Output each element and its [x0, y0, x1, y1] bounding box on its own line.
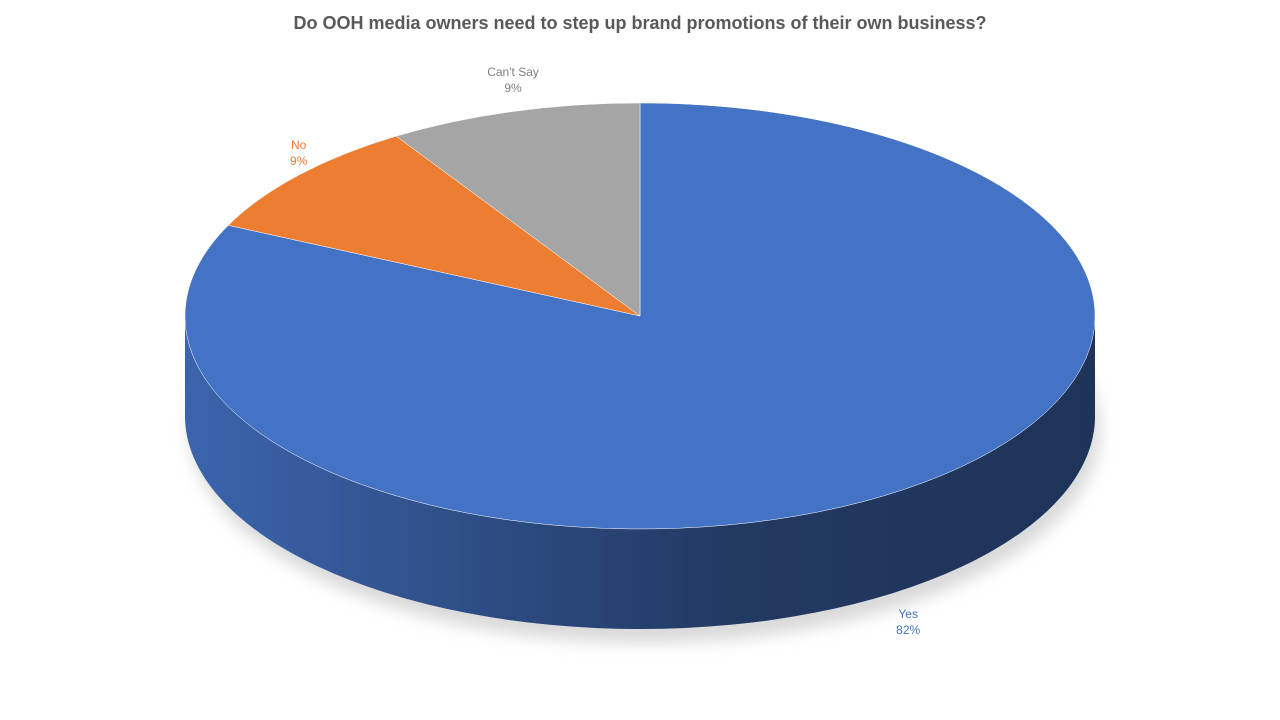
slice-side-shade [185, 316, 1095, 629]
chart-title: Do OOH media owners need to step up bran… [293, 13, 986, 33]
data-label-name: No [291, 138, 307, 152]
data-label-name: Can't Say [487, 65, 539, 79]
slice [395, 102, 641, 317]
data-label-value: 82% [896, 623, 920, 637]
pie: Yes 82% No 9% Can't Say 9% [184, 65, 1096, 637]
data-label-value: 9% [504, 81, 522, 95]
data-label-value: 9% [290, 154, 308, 168]
data-label-name: Yes [898, 607, 918, 621]
slice [227, 135, 641, 317]
